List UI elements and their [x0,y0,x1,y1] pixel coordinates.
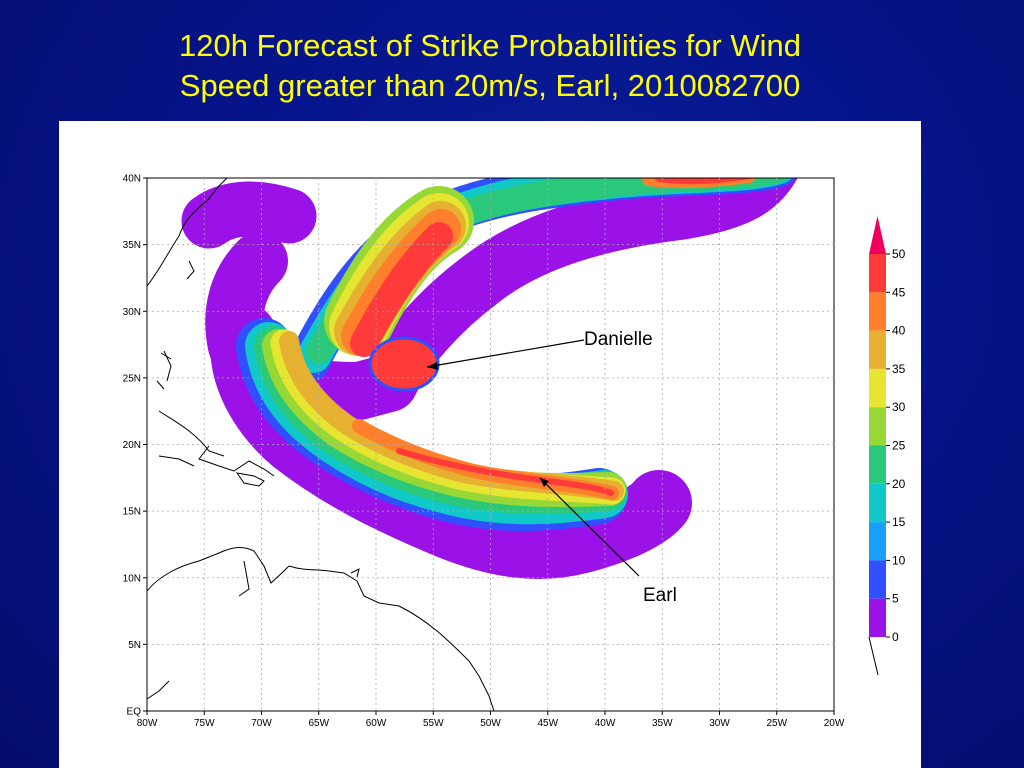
colorbar-label: 20 [892,477,906,491]
colorbar-label: 10 [892,553,906,567]
lat-tick-label: 35N [123,240,141,251]
colorbar-segment [869,445,886,484]
lon-tick-label: 30W [709,718,730,729]
lon-tick-label: 55W [423,718,444,729]
lon-tick-label: 70W [251,718,272,729]
map-panel: 80W 75W 70W 65W 60W 55W 50W 45W 40W 35W 30W 25W 20W … [59,121,921,768]
danielle-label: Danielle [584,329,653,350]
colorbar-bottom-arrow [868,636,879,676]
lat-tick-label: 40N [123,174,141,185]
lat-tick-label: 15N [123,507,141,518]
danielle-arrow [426,339,585,368]
latitude-labels: 40N 35N 30N 25N 20N 15N 10N 5N EQ [123,174,147,718]
longitude-labels: 80W 75W 70W 65W 60W 55W 50W 45W 40W 35W 30W 25W 20W [137,711,845,729]
colorbar-segment [869,407,886,446]
colorbar-segment [869,330,886,369]
lat-tick-label: 30N [123,307,141,318]
probability-swath [181,178,798,579]
lon-tick-label: 25W [766,718,787,729]
colorbar-label: 35 [892,362,906,376]
lat-tick-label: EQ [127,707,142,718]
colorbar-segment [869,368,886,408]
colorbar-segment [869,292,886,331]
lon-tick-label: 45W [537,718,558,729]
map-grid [147,178,834,711]
title-line-2: Speed greater than 20m/s, Earl, 20100827… [179,68,801,103]
colorbar-label: 30 [892,400,906,414]
lon-tick-label: 75W [194,718,215,729]
lon-tick-label: 65W [308,718,329,729]
lat-tick-label: 25N [123,373,141,384]
colorbar-label: 0 [892,630,899,644]
colorbar-label: 15 [892,515,906,529]
lon-tick-label: 35W [652,718,673,729]
colorbar-label: 25 [892,439,906,453]
colorbar-top-arrow [869,216,886,254]
colorbar-segment [869,598,886,637]
storm-annotations: Danielle Earl [426,329,677,606]
colorbar-label: 40 [892,324,906,338]
coastlines [146,177,495,712]
earl-arrowhead [540,478,549,487]
colorbar-label: 5 [892,592,899,606]
lat-tick-label: 5N [128,640,141,651]
lat-tick-label: 20N [123,440,141,451]
lon-tick-label: 20W [824,718,845,729]
danielle-arrowhead [427,362,438,370]
colorbar-label: 50 [892,247,906,261]
earl-label: Earl [643,585,677,606]
colorbar-segment [869,522,886,561]
colorbar-segment [869,483,886,523]
colorbar-segment [869,560,886,599]
lat-tick-label: 10N [123,573,141,584]
title-line-1: 120h Forecast of Strike Probabilities fo… [179,28,801,63]
lon-tick-label: 40W [595,718,616,729]
lon-tick-label: 80W [137,718,158,729]
slide-title: 120h Forecast of Strike Probabilities fo… [0,26,980,106]
lon-tick-label: 60W [366,718,387,729]
earl-arrow [539,477,640,577]
colorbar-label: 45 [892,285,906,299]
probability-map: 80W 75W 70W 65W 60W 55W 50W 45W 40W 35W 30W 25W 20W … [123,174,906,730]
colorbar-segment [869,254,886,293]
lon-tick-label: 50W [480,718,501,729]
